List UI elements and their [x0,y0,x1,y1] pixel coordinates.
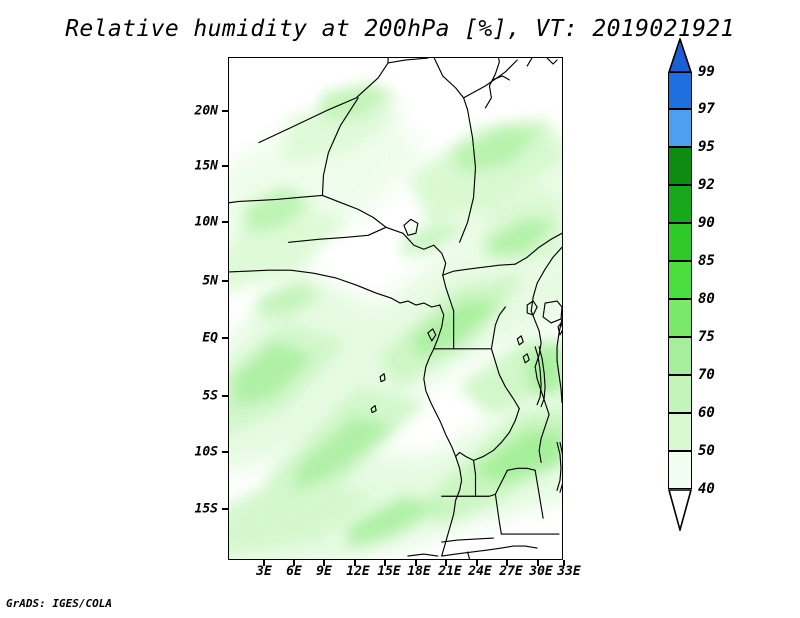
map-plot-area [228,57,563,560]
x-tick-12E [354,560,356,566]
x-tick-15E [384,560,386,566]
colorbar-label-90: 90 [698,215,715,231]
colorbar-segment-70-75 [668,337,692,375]
colorbar-segment-75-80 [668,299,692,337]
colorbar-label-60: 60 [698,405,715,421]
map-borders-coastlines [229,58,562,559]
x-tick-30E [537,560,539,566]
colorbar-segment-90-92 [668,185,692,223]
x-axis-label-9E: 9E [316,564,332,579]
y-axis-label-10N: 10N [194,214,218,230]
y-tick-EQ [222,337,228,339]
x-tick-6E [293,560,295,566]
y-tick-15N [222,165,228,167]
x-axis-label-27E: 27E [499,564,523,579]
colorbar: 99 97 95 92 90 85 80 75 70 60 50 40 [668,38,715,545]
y-tick-20N [222,110,228,112]
colorbar-label-95: 95 [698,139,715,155]
x-tick-3E [263,560,265,566]
x-axis-label-12E: 12E [346,564,370,579]
colorbar-label-75: 75 [698,329,715,345]
x-tick-27E [506,560,508,566]
y-axis-label-5S: 5S [202,388,218,404]
x-axis-label-30E: 30E [529,564,553,579]
colorbar-label-85: 85 [698,253,715,269]
x-axis-label-24E: 24E [468,564,492,579]
x-tick-21E [445,560,447,566]
x-tick-24E [476,560,478,566]
x-tick-18E [415,560,417,566]
colorbar-segment-92-95 [668,147,692,185]
colorbar-segment-85-90 [668,223,692,261]
x-axis-label-3E: 3E [256,564,272,579]
y-tick-5N [222,280,228,282]
x-axis-label-21E: 21E [438,564,462,579]
x-axis-label-18E: 18E [407,564,431,579]
colorbar-label-80: 80 [698,291,715,307]
colorbar-segment-80-85 [668,261,692,299]
x-tick-33E [563,560,565,566]
y-axis-label-20N: 20N [194,103,218,119]
x-axis-label-6E: 6E [286,564,302,579]
colorbar-top-arrow [668,38,692,73]
humidity-field-high [233,82,562,549]
y-axis-label-10S: 10S [194,444,218,460]
y-axis-label-5N: 5N [202,273,218,289]
colorbar-label-50: 50 [698,443,715,459]
map-field-svg [229,58,562,559]
x-axis-label-15E: 15E [377,564,401,579]
y-axis-label-15N: 15N [194,158,218,174]
colorbar-label-40: 40 [698,481,715,497]
colorbar-segment-60-70 [668,375,692,413]
colorbar-segment-40-50 [668,451,692,489]
colorbar-segment-97-99 [668,72,692,109]
colorbar-segment-50-60 [668,413,692,451]
y-axis-label-15S: 15S [194,501,218,517]
chart-title: Relative humidity at 200hPa [%], VT: 201… [65,16,735,42]
colorbar-label-70: 70 [698,367,715,383]
colorbar-segment-95-97 [668,109,692,147]
y-tick-10N [222,221,228,223]
attribution-text: GrADS: IGES/COLA [6,597,112,610]
y-tick-15S [222,508,228,510]
x-axis-label-33E: 33E [557,564,581,579]
y-axis-label-EQ: EQ [202,330,218,346]
y-tick-10S [222,451,228,453]
colorbar-bottom-arrow [668,489,692,531]
colorbar-label-92: 92 [698,177,715,193]
x-tick-9E [323,560,325,566]
y-tick-5S [222,395,228,397]
colorbar-label-97: 97 [698,101,715,117]
humidity-field-mid [229,97,562,554]
colorbar-label-99: 99 [698,64,715,80]
